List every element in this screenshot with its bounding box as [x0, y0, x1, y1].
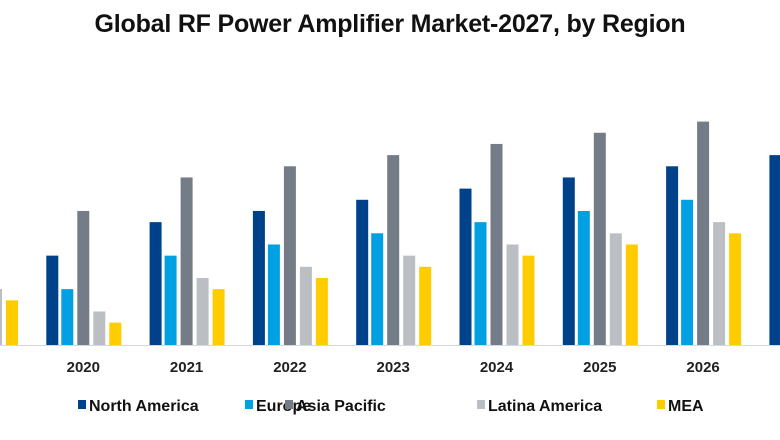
bar-asia-pacific-2023	[387, 155, 400, 345]
bar-asia-pacific-2025	[593, 132, 606, 345]
bar-north-america-2025	[562, 177, 575, 345]
chart-title: Global RF Power Amplifier Market-2027, b…	[94, 10, 686, 38]
bar-mea-2020	[109, 322, 122, 345]
bar-mea-2026	[729, 233, 742, 345]
bar-latina-america-2024	[506, 244, 519, 345]
bar-europe-2024	[474, 222, 487, 345]
bar-north-america-2023	[356, 199, 369, 345]
bar-mea-2023	[419, 266, 432, 345]
bar-latina-america-2026	[713, 222, 726, 345]
bar-mea-2022	[315, 277, 328, 345]
bar-asia-pacific-2020	[77, 210, 90, 345]
bar-latina-america-2019	[0, 289, 2, 345]
legend-marker-north-america	[78, 400, 86, 409]
legend-label: Asia Pacific	[296, 398, 386, 415]
legend-label: North America	[89, 398, 199, 415]
bar-north-america-2027	[769, 155, 780, 345]
legend-marker-europe	[245, 400, 253, 409]
legend-label: MEA	[668, 398, 704, 415]
bar-north-america-2022	[252, 210, 265, 345]
bar-north-america-2024	[459, 188, 472, 345]
bar-latina-america-2023	[403, 255, 416, 345]
legend-label: Europe	[256, 398, 311, 415]
bar-mea-2025	[625, 244, 638, 345]
bar-latina-america-2021	[196, 277, 209, 345]
legend-marker-latina-america	[477, 400, 485, 409]
bar-latina-america-2022	[299, 266, 312, 345]
bar-europe-2021	[164, 255, 177, 345]
bar-asia-pacific-2026	[697, 121, 710, 345]
bar-asia-pacific-2022	[283, 166, 296, 345]
bar-europe-2025	[577, 210, 590, 345]
x-tick-label: 2021	[170, 359, 203, 376]
legend-marker-mea	[657, 400, 665, 409]
bar-europe-2026	[681, 199, 694, 345]
bar-europe-2023	[371, 233, 384, 345]
x-tick-label: 2023	[377, 359, 410, 376]
bar-europe-2022	[267, 244, 280, 345]
bar-asia-pacific-2024	[490, 143, 503, 345]
bar-europe-2020	[61, 289, 74, 345]
bar-north-america-2026	[666, 166, 679, 345]
bar-north-america-2021	[149, 222, 162, 345]
x-tick-label: 2025	[583, 359, 616, 376]
bar-north-america-2020	[46, 255, 59, 345]
x-tick-label: 2022	[273, 359, 306, 376]
bar-latina-america-2025	[609, 233, 622, 345]
x-tick-label: 2026	[686, 359, 719, 376]
legend-label: Latina America	[488, 398, 602, 415]
legend-marker-asia-pacific	[285, 400, 293, 409]
bar-mea-2019	[6, 300, 18, 345]
x-tick-label: 2024	[480, 359, 514, 376]
x-tick-label: 2020	[67, 359, 100, 376]
bar-latina-america-2020	[93, 311, 106, 345]
bar-mea-2024	[522, 255, 535, 345]
bar-asia-pacific-2021	[180, 177, 193, 345]
bar-mea-2021	[212, 289, 225, 345]
